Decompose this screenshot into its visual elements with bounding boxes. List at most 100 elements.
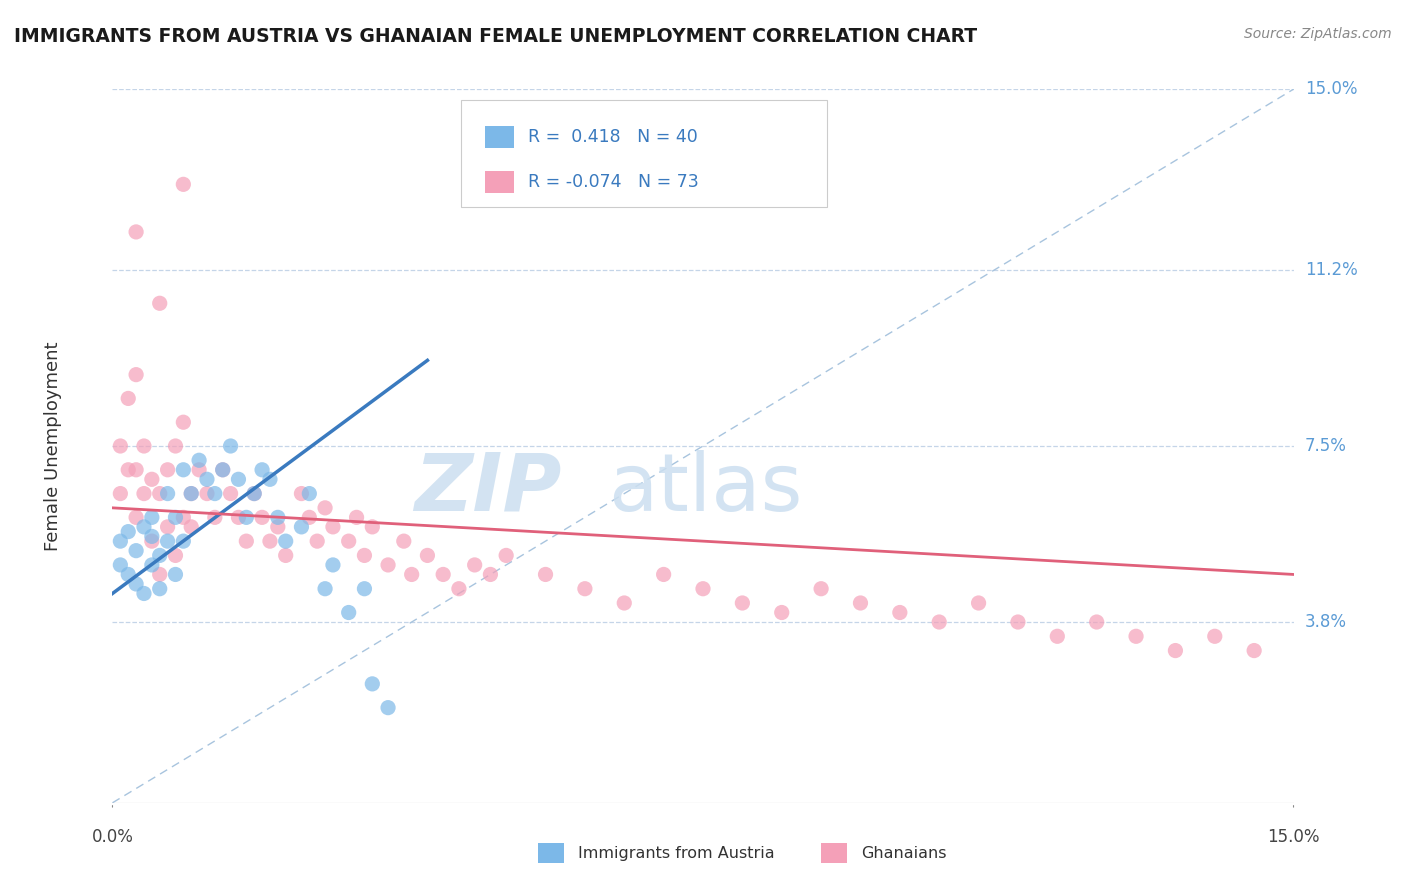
Point — [188, 453, 211, 467]
Point — [180, 486, 202, 500]
Point — [307, 534, 329, 549]
Point — [156, 534, 179, 549]
Point — [243, 486, 266, 500]
Point — [180, 520, 202, 534]
Point — [204, 510, 226, 524]
Point — [125, 510, 148, 524]
Point — [1125, 629, 1147, 643]
Text: Ghanaians: Ghanaians — [862, 846, 946, 861]
Text: Female Unemployment: Female Unemployment — [45, 342, 62, 550]
Point — [165, 510, 187, 524]
Point — [928, 615, 950, 629]
FancyBboxPatch shape — [461, 100, 827, 207]
Point — [117, 463, 139, 477]
Point — [141, 472, 163, 486]
FancyBboxPatch shape — [485, 126, 515, 148]
Point — [125, 463, 148, 477]
Point — [156, 520, 179, 534]
Point — [1007, 615, 1029, 629]
Point — [165, 439, 187, 453]
Point — [967, 596, 990, 610]
Point — [172, 463, 194, 477]
Point — [204, 486, 226, 500]
Point — [1164, 643, 1187, 657]
FancyBboxPatch shape — [821, 844, 846, 863]
Point — [447, 582, 470, 596]
Point — [110, 486, 132, 500]
Point — [149, 567, 172, 582]
Point — [141, 534, 163, 549]
Point — [235, 534, 257, 549]
Text: Source: ZipAtlas.com: Source: ZipAtlas.com — [1244, 27, 1392, 41]
Point — [165, 549, 187, 563]
FancyBboxPatch shape — [537, 844, 564, 863]
Point — [267, 510, 290, 524]
Text: 3.8%: 3.8% — [1305, 613, 1347, 631]
Point — [243, 486, 266, 500]
Point — [274, 549, 297, 563]
Point — [361, 677, 384, 691]
Point — [235, 510, 257, 524]
Point — [132, 520, 155, 534]
Point — [770, 606, 793, 620]
Point — [849, 596, 872, 610]
Point — [125, 543, 148, 558]
Point — [392, 534, 415, 549]
Point — [172, 178, 194, 192]
Point — [110, 439, 132, 453]
Point — [314, 500, 336, 515]
Point — [346, 510, 368, 524]
Point — [172, 415, 194, 429]
Point — [274, 534, 297, 549]
Point — [322, 520, 344, 534]
Point — [298, 486, 321, 500]
Point — [110, 558, 132, 572]
Point — [416, 549, 439, 563]
FancyBboxPatch shape — [485, 170, 515, 194]
Point — [149, 582, 172, 596]
Point — [267, 520, 290, 534]
Point — [117, 524, 139, 539]
Point — [314, 582, 336, 596]
Point — [219, 486, 242, 500]
Point — [534, 567, 557, 582]
Point — [149, 549, 172, 563]
Point — [117, 567, 139, 582]
Point — [401, 567, 423, 582]
Point — [141, 510, 163, 524]
Point — [228, 510, 250, 524]
Point — [141, 558, 163, 572]
Point — [211, 463, 233, 477]
Point — [1204, 629, 1226, 643]
Text: R =  0.418   N = 40: R = 0.418 N = 40 — [529, 128, 697, 146]
Text: 15.0%: 15.0% — [1305, 80, 1357, 98]
Point — [172, 534, 194, 549]
Text: ZIP: ZIP — [413, 450, 561, 528]
Point — [810, 582, 832, 596]
Text: atlas: atlas — [609, 450, 803, 528]
Point — [432, 567, 454, 582]
Point — [165, 567, 187, 582]
Point — [228, 472, 250, 486]
Point — [141, 529, 163, 543]
Point — [110, 534, 132, 549]
Text: 15.0%: 15.0% — [1267, 828, 1320, 846]
Point — [250, 463, 273, 477]
Point — [132, 586, 155, 600]
Point — [125, 225, 148, 239]
Point — [692, 582, 714, 596]
Point — [337, 534, 360, 549]
Point — [377, 558, 399, 572]
Point — [211, 463, 233, 477]
Text: Immigrants from Austria: Immigrants from Austria — [578, 846, 775, 861]
Point — [259, 534, 281, 549]
Text: 0.0%: 0.0% — [91, 828, 134, 846]
Point — [731, 596, 754, 610]
Point — [337, 606, 360, 620]
Point — [613, 596, 636, 610]
Point — [889, 606, 911, 620]
Point — [298, 510, 321, 524]
Point — [1046, 629, 1069, 643]
Point — [180, 486, 202, 500]
Point — [259, 472, 281, 486]
